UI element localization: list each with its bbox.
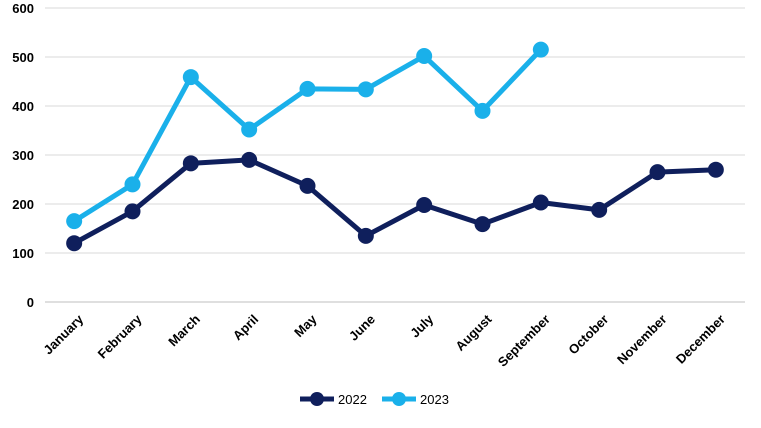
data-point (182, 155, 199, 172)
series-line (72, 157, 716, 246)
data-point (66, 235, 83, 252)
x-tick-label: February (95, 311, 145, 361)
y-tick-label: 300 (12, 148, 34, 163)
data-point (241, 121, 258, 138)
x-tick-label: July (407, 311, 437, 341)
data-point (474, 216, 491, 233)
series-line (72, 47, 543, 224)
data-point (124, 203, 141, 220)
x-tick-label: January (40, 311, 86, 357)
y-tick-label: 100 (12, 246, 34, 261)
data-point (357, 81, 374, 98)
data-point (299, 177, 316, 194)
data-point (532, 194, 549, 211)
data-point (124, 176, 141, 193)
x-tick-label: June (346, 312, 378, 344)
data-point (416, 196, 433, 213)
y-tick-label: 200 (12, 197, 34, 212)
legend-label: 2023 (420, 392, 449, 407)
data-point (707, 161, 724, 178)
x-tick-label: November (614, 312, 670, 368)
data-point (416, 48, 433, 65)
x-tick-label: September (495, 312, 553, 370)
y-tick-label: 500 (12, 50, 34, 65)
data-point (299, 80, 316, 97)
data-point (474, 102, 491, 119)
y-tick-label: 600 (12, 1, 34, 16)
data-point (532, 41, 549, 58)
x-tick-label: October (565, 312, 611, 358)
x-tick-label: August (452, 311, 495, 354)
legend-label: 2022 (338, 392, 367, 407)
legend-marker (310, 392, 324, 406)
x-tick-label: March (165, 311, 203, 349)
data-point (357, 227, 374, 244)
y-tick-label: 400 (12, 99, 34, 114)
data-point (649, 164, 666, 181)
x-tick-label: May (291, 311, 320, 340)
data-point (182, 69, 199, 86)
data-point (591, 201, 608, 218)
data-point (241, 151, 258, 168)
data-point (66, 213, 83, 230)
y-tick-label: 0 (27, 295, 34, 310)
x-tick-label: April (230, 312, 262, 344)
legend-marker (392, 392, 406, 406)
x-tick-label: December (673, 312, 728, 367)
